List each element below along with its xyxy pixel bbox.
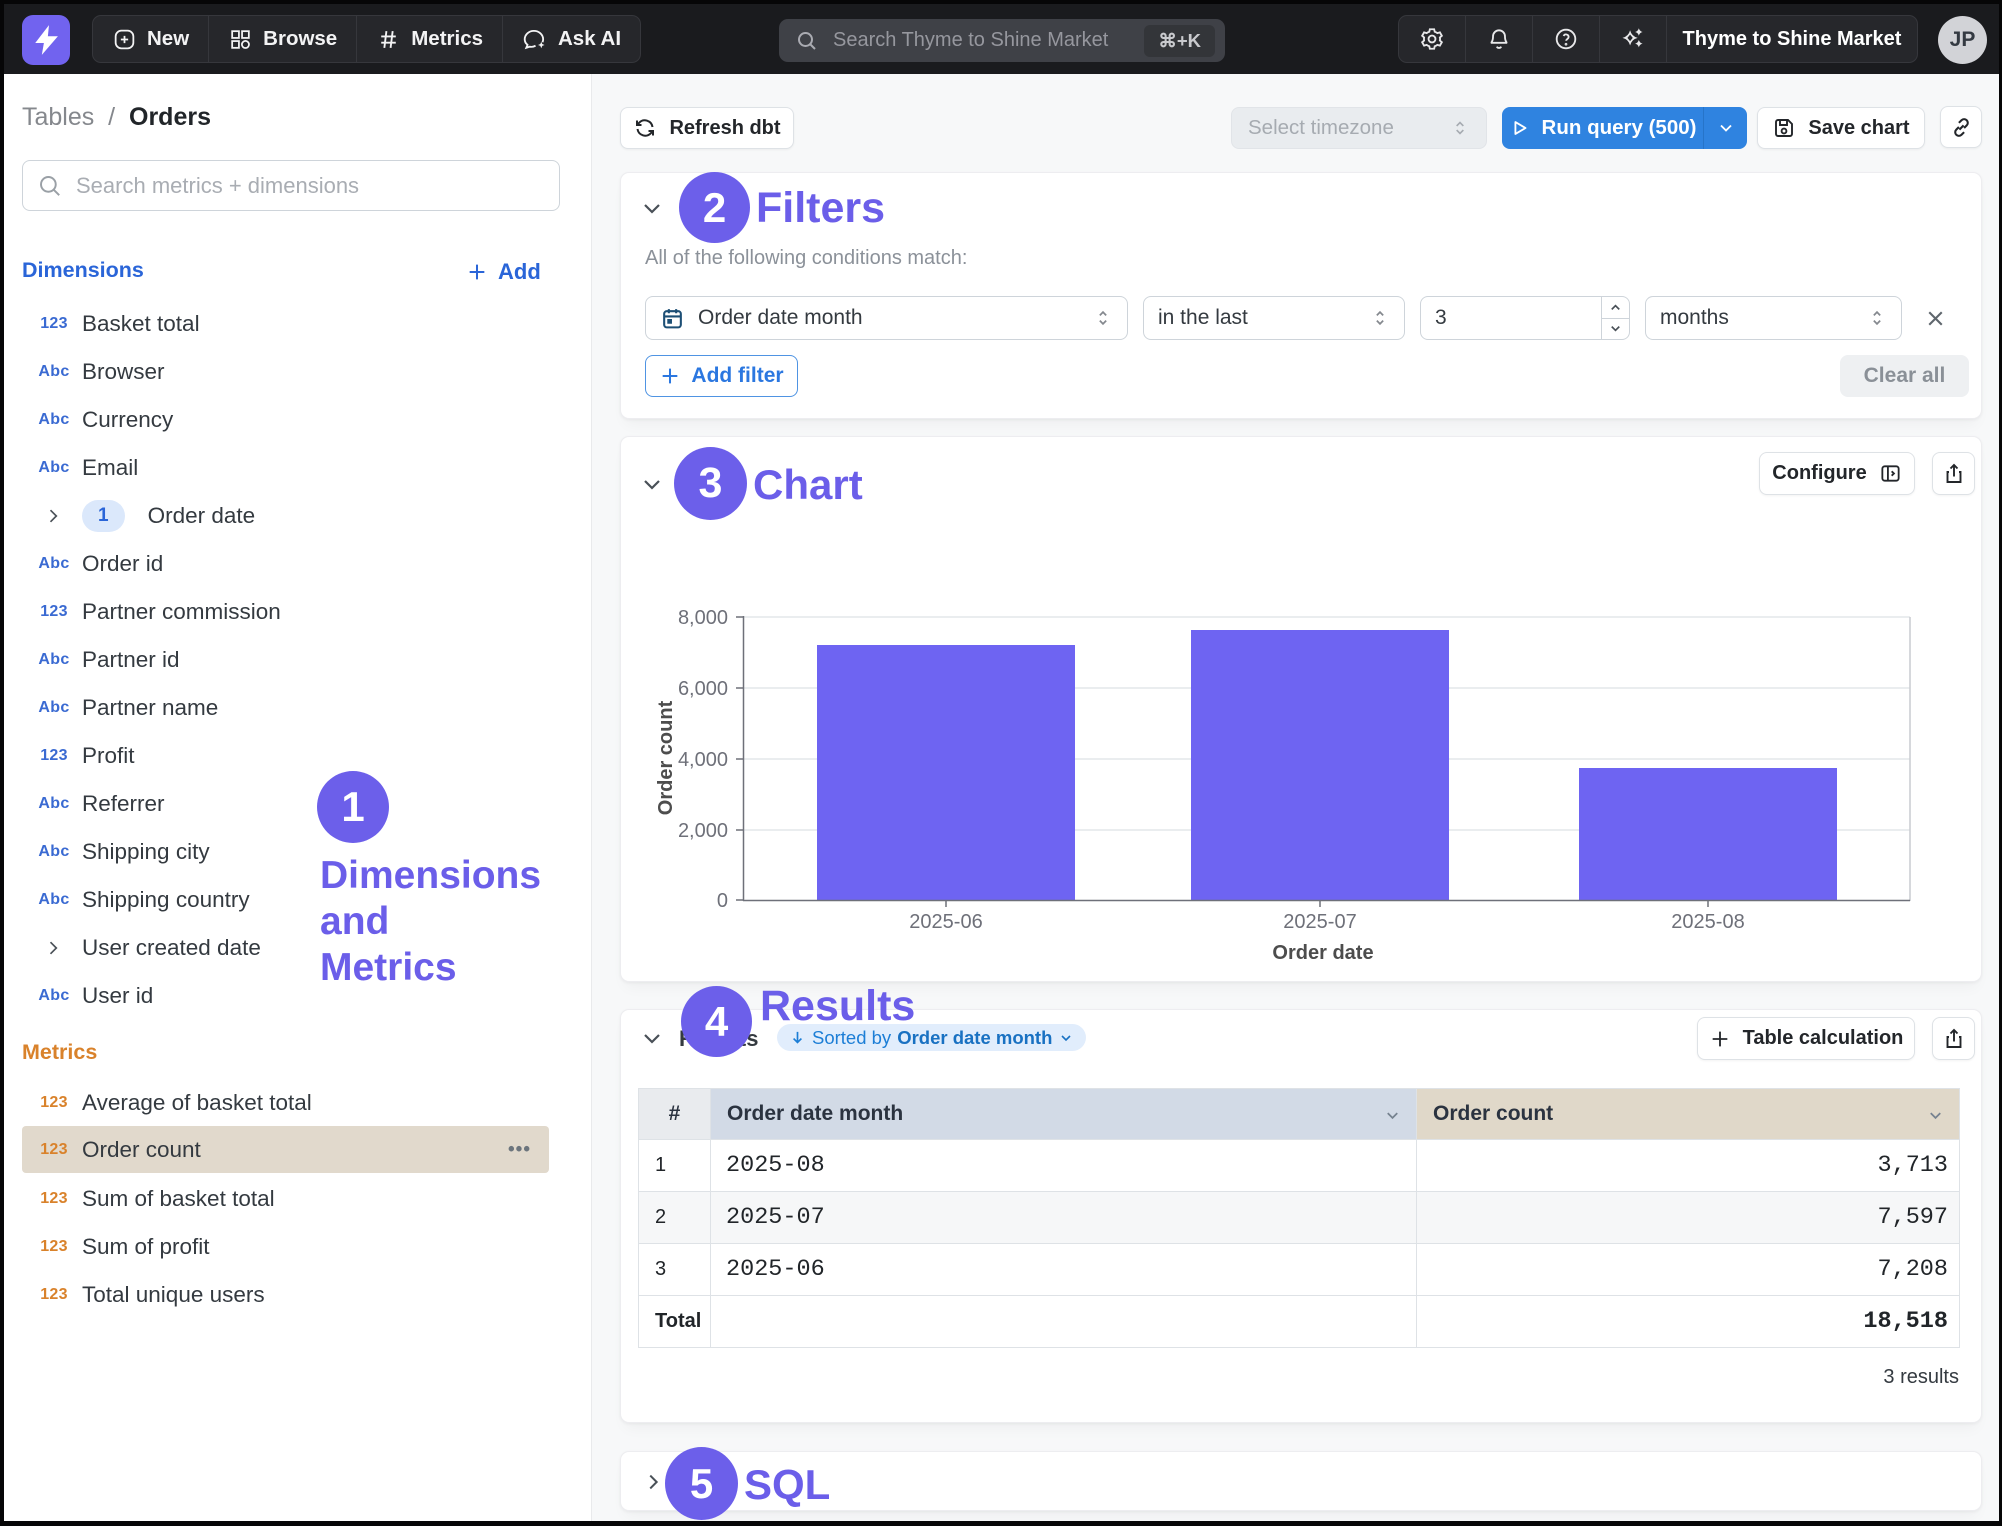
svg-text:8,000: 8,000 — [678, 607, 728, 629]
svg-text:4,000: 4,000 — [678, 749, 728, 771]
svg-text:6,000: 6,000 — [678, 678, 728, 700]
svg-text:2025-07: 2025-07 — [1283, 911, 1356, 933]
svg-text:Order date: Order date — [1272, 942, 1373, 964]
svg-text:2025-08: 2025-08 — [1671, 911, 1744, 933]
svg-text:Order count: Order count — [655, 700, 677, 815]
svg-text:2025-06: 2025-06 — [909, 911, 982, 933]
svg-text:0: 0 — [717, 890, 728, 912]
svg-text:2,000: 2,000 — [678, 820, 728, 842]
